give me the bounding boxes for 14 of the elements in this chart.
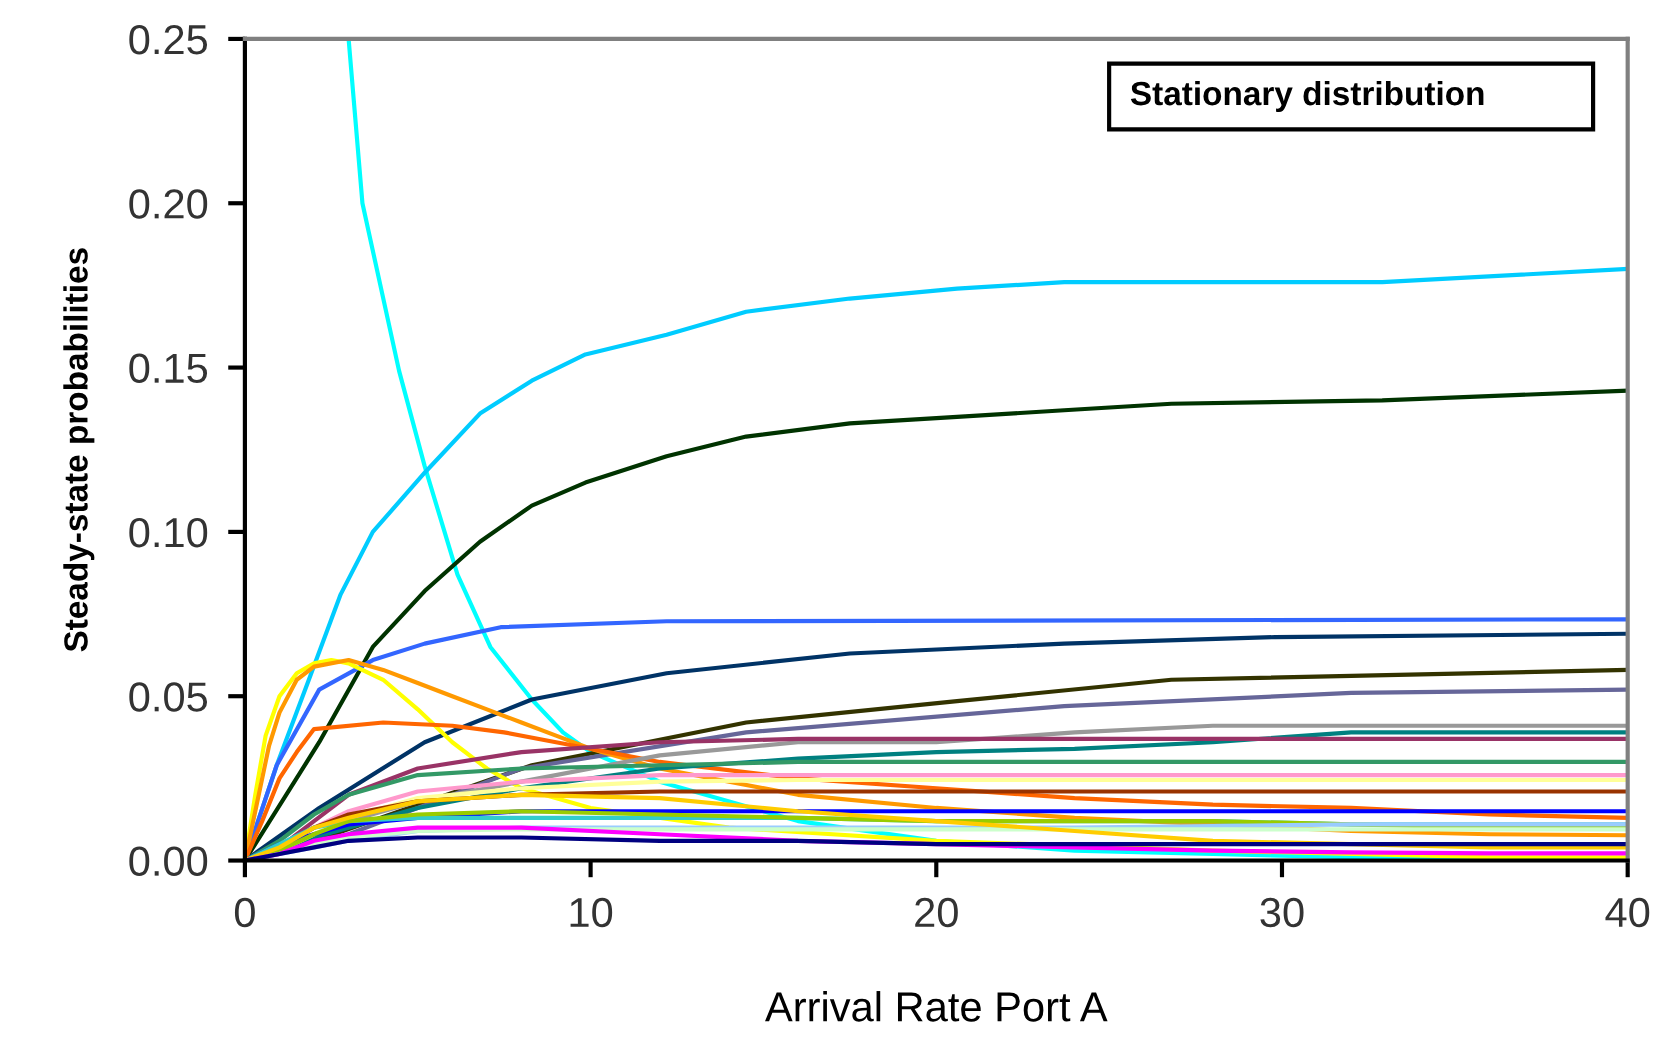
x-tick-label: 20 — [915, 897, 958, 928]
y-tick-label: 0.05 — [129, 682, 208, 712]
x-tick-label: 0 — [234, 897, 255, 928]
y-tick-label: 0.15 — [129, 353, 208, 384]
x-tick-label: 30 — [1260, 897, 1304, 928]
x-axis-title: Arrival Rate Port A — [765, 991, 1108, 1022]
y-tick-label: 0.00 — [129, 846, 208, 877]
y-tick-label: 0.10 — [129, 517, 208, 548]
x-tick-label: 40 — [1605, 897, 1650, 928]
x-tick-label: 10 — [570, 897, 613, 928]
y-axis-title: Steady-state probabilities — [63, 248, 95, 652]
y-tick-label: 0.25 — [129, 24, 208, 55]
y-tick-label: 0.20 — [129, 189, 208, 219]
annotation: Stationary distribution — [1130, 80, 1484, 112]
